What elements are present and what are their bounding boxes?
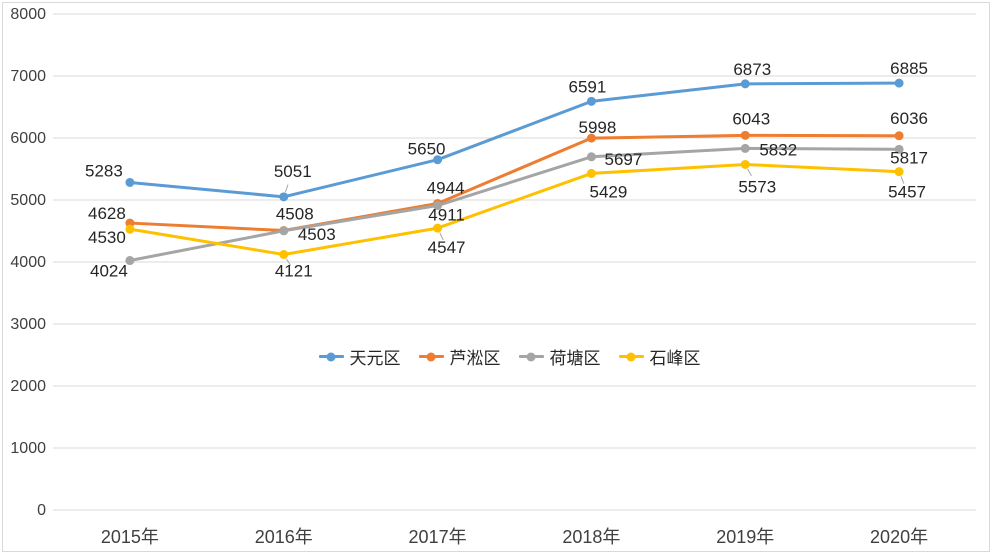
x-axis-label: 2016年 — [255, 527, 313, 547]
data-label: 5457 — [888, 183, 926, 202]
series-marker — [894, 131, 904, 141]
data-label: 4628 — [88, 204, 126, 223]
legend-label: 荷塘区 — [549, 349, 601, 368]
series-marker — [125, 224, 135, 234]
legend-item-2: 荷塘区 — [518, 344, 601, 369]
data-label: 5051 — [274, 162, 312, 181]
series-marker — [433, 201, 443, 211]
series-marker — [586, 168, 596, 178]
x-axis-label: 2015年 — [101, 527, 159, 547]
data-label: 4547 — [428, 238, 466, 257]
series-marker — [125, 256, 135, 266]
legend-line-marker-icon — [418, 352, 444, 361]
x-axis-label: 2018年 — [562, 527, 620, 547]
y-axis-tick-label: 7000 — [10, 68, 46, 85]
legend-dot-icon — [626, 352, 636, 361]
series-marker — [433, 223, 443, 233]
legend-line-marker-icon — [318, 352, 344, 361]
legend-label: 石峰区 — [649, 349, 701, 368]
series-marker — [894, 167, 904, 177]
series-marker — [740, 130, 750, 140]
label-leader-line — [284, 184, 289, 193]
data-label: 6873 — [733, 60, 771, 79]
legend-line-marker-icon — [618, 352, 644, 361]
y-axis-tick-label: 4000 — [10, 254, 46, 271]
y-axis-tick-label: 6000 — [10, 130, 46, 147]
series-marker — [740, 79, 750, 89]
y-axis-tick-label: 8000 — [10, 6, 46, 23]
legend-item-0: 天元区 — [318, 344, 401, 369]
legend-line-marker-icon — [518, 352, 544, 361]
legend: 天元区 芦淞区 荷塘区 石峰区 — [9, 344, 1001, 369]
label-leader-line — [900, 176, 905, 184]
legend-dot-icon — [526, 352, 536, 361]
chart-frame — [2, 2, 990, 552]
data-label: 4944 — [427, 178, 465, 197]
x-axis-label: 2019年 — [716, 527, 774, 547]
series-line-1 — [128, 133, 901, 233]
data-label: 5817 — [890, 148, 928, 167]
series-marker — [586, 152, 596, 162]
data-label: 4503 — [298, 225, 336, 244]
series-line-2 — [128, 146, 901, 263]
data-label: 6043 — [732, 109, 770, 128]
series-marker — [279, 226, 289, 236]
x-axis-label: 2020年 — [870, 527, 928, 547]
series-marker — [586, 133, 596, 143]
series-marker — [125, 177, 135, 187]
data-label: 4121 — [275, 261, 313, 280]
data-label: 5697 — [605, 150, 643, 169]
series-marker — [894, 144, 904, 154]
series-line-3 — [128, 162, 901, 256]
series-marker — [740, 159, 750, 169]
data-label: 6036 — [890, 109, 928, 128]
series-marker — [279, 192, 289, 202]
legend-item-3: 石峰区 — [618, 344, 701, 369]
y-axis-tick-label: 2000 — [10, 378, 46, 395]
label-leader-line — [285, 258, 292, 266]
y-axis-tick-label: 5000 — [10, 192, 46, 209]
series-marker — [740, 143, 750, 153]
data-label: 6885 — [890, 59, 928, 78]
data-label: 4508 — [276, 205, 314, 224]
data-label: 5650 — [408, 140, 446, 159]
data-label: 4911 — [428, 206, 465, 225]
legend-dot-icon — [326, 352, 336, 361]
series-line-0 — [128, 81, 901, 199]
data-label: 5573 — [738, 177, 776, 196]
y-axis-tick-label: 0 — [37, 502, 46, 519]
legend-label: 芦淞区 — [449, 349, 501, 368]
legend-dot-icon — [426, 352, 436, 361]
data-label: 5283 — [85, 161, 123, 180]
series-marker — [894, 78, 904, 88]
data-label: 5998 — [579, 118, 617, 137]
data-label: 5429 — [590, 182, 628, 201]
series-marker — [586, 96, 596, 106]
series-marker — [433, 155, 443, 165]
x-axis-label: 2017年 — [409, 527, 467, 547]
data-label: 6591 — [569, 77, 607, 96]
series-marker — [279, 249, 289, 259]
y-axis-tick-label: 1000 — [10, 440, 46, 457]
data-label: 4024 — [90, 262, 128, 281]
label-leader-line — [439, 232, 444, 241]
label-leader-line — [747, 168, 752, 177]
legend-item-1: 芦淞区 — [418, 344, 501, 369]
y-axis-tick-label: 3000 — [10, 316, 46, 333]
legend-label: 天元区 — [349, 349, 401, 368]
data-label: 5832 — [759, 140, 797, 159]
data-label: 4530 — [88, 228, 126, 247]
